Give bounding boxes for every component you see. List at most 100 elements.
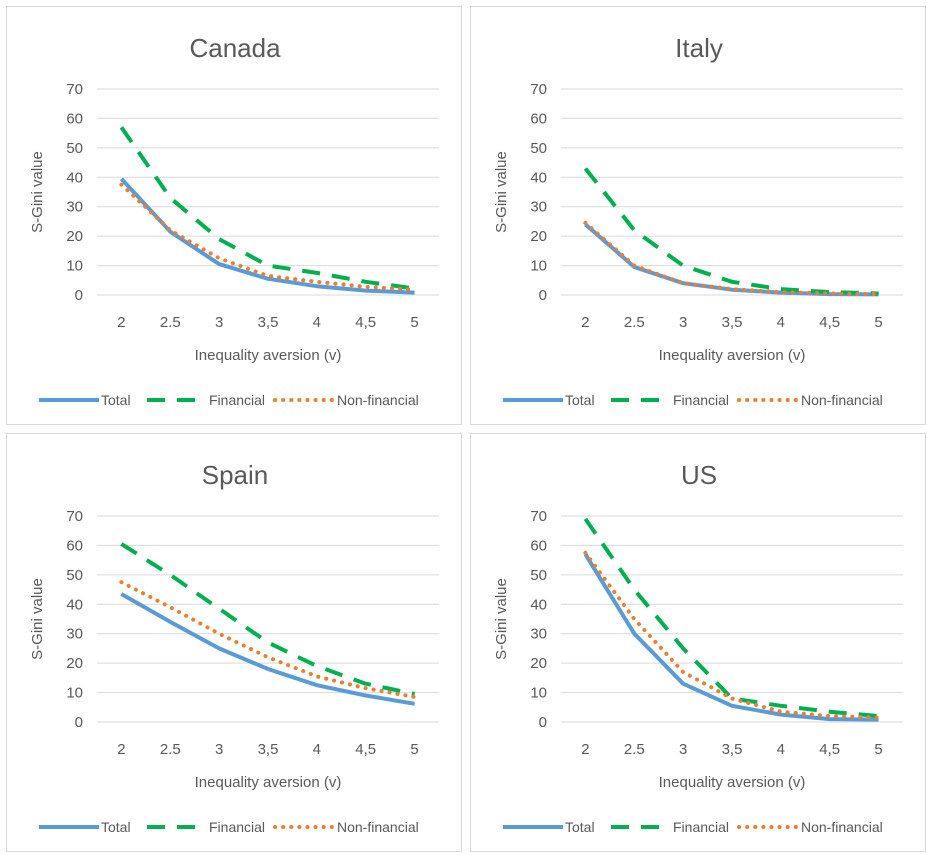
x-tick-label: 4,5 [819,741,840,758]
x-tick-label: 2.5 [160,314,181,331]
y-tick-label: 40 [530,169,547,186]
x-tick-label: 3,5 [258,741,279,758]
x-tick-label: 4,5 [355,314,376,331]
x-tick-label: 5 [410,741,418,758]
y-axis-title: S-Gini value [29,151,46,233]
y-tick-label: 50 [530,567,547,584]
y-tick-label: 40 [530,596,547,613]
x-tick-label: 2 [117,741,125,758]
x-tick-label: 2 [581,741,589,758]
x-tick-label: 3 [215,741,223,758]
x-tick-label: 2 [117,314,125,331]
series-line-financial [583,517,879,719]
y-tick-label: 10 [66,685,83,702]
y-tick-label: 50 [530,140,547,157]
x-tick-label: 5 [410,314,418,331]
series-line-non-financial [583,550,881,720]
legend-label-financial: Financial [673,819,729,835]
y-tick-label: 40 [66,596,83,613]
x-axis-title: Inequality aversion (v) [659,347,806,364]
y-tick-label: 30 [530,626,547,643]
y-tick-label: 20 [66,228,83,245]
chart-panel-canada: Canada 0 10 20 30 40 50 60 70 2 2.5 3 3,5 4 4,5 5 Inequa… [6,6,462,425]
x-tick-label: 4,5 [819,314,840,331]
y-tick-label: 70 [66,508,83,525]
x-tick-label: 4,5 [355,741,376,758]
series-line-non-financial [583,220,881,297]
x-tick-label: 4 [777,741,785,758]
chart-title: Canada [189,33,281,63]
legend-label-financial: Financial [673,392,729,408]
chart-title: Italy [675,33,723,63]
y-tick-label: 50 [66,140,83,157]
y-tick-label: 60 [530,110,547,127]
y-tick-label: 70 [530,81,547,98]
x-tick-label: 2 [581,314,589,331]
chart-title: Spain [202,460,269,490]
x-axis-title: Inequality aversion (v) [195,774,342,791]
y-tick-label: 60 [66,110,83,127]
series-line-financial [119,126,415,291]
y-tick-label: 10 [66,258,83,275]
x-tick-label: 3,5 [258,314,279,331]
legend-label-non-financial: Non-financial [337,819,419,835]
y-tick-label: 0 [539,714,547,731]
series-line-non-financial [119,182,417,292]
legend-label-non-financial: Non-financial [337,392,419,408]
series-line-non-financial [119,580,417,699]
y-tick-label: 30 [530,199,547,216]
y-tick-label: 30 [66,626,83,643]
legend-label-total: Total [101,819,131,835]
y-tick-label: 40 [66,169,83,186]
chart-us: US 0 10 20 30 40 50 60 70 2 2.5 3 3,5 4 4,5 5 Inequality… [493,460,903,835]
y-tick-label: 20 [530,228,547,245]
legend-label-financial: Financial [209,819,265,835]
y-tick-label: 70 [530,508,547,525]
x-tick-label: 5 [874,314,882,331]
x-tick-label: 4 [313,314,321,331]
x-tick-label: 3 [679,741,687,758]
y-tick-label: 0 [539,287,547,304]
y-axis-title: S-Gini value [493,151,510,233]
legend-label-total: Total [101,392,131,408]
x-tick-label: 2.5 [624,314,645,331]
legend-label-non-financial: Non-financial [801,819,883,835]
chart-panel-us: US 0 10 20 30 40 50 60 70 2 2.5 3 3,5 4 4,5 5 Inequality… [470,433,926,852]
x-tick-label: 3,5 [722,314,743,331]
y-tick-label: 60 [66,537,83,554]
chart-spain: Spain 0 10 20 30 40 50 60 70 2 2.5 3 3,5 4 4,5 5 Inequal… [29,460,439,835]
legend-label-financial: Financial [209,392,265,408]
x-tick-label: 3 [679,314,687,331]
y-tick-label: 10 [530,258,547,275]
x-axis-title: Inequality aversion (v) [659,774,806,791]
x-tick-label: 2.5 [624,741,645,758]
y-tick-label: 50 [66,567,83,584]
chart-italy: Italy 0 10 20 30 40 50 60 70 2 2.5 3 3,5 4 4,5 5 Inequal… [493,33,903,408]
chart-panel-italy: Italy 0 10 20 30 40 50 60 70 2 2.5 3 3,5 4 4,5 5 Inequal… [470,6,926,425]
y-tick-label: 70 [66,81,83,98]
x-tick-label: 4 [313,741,321,758]
series-line-financial [583,167,879,296]
y-tick-label: 30 [66,199,83,216]
y-tick-label: 0 [75,287,83,304]
chart-canada: Canada 0 10 20 30 40 50 60 70 2 2.5 3 3,5 4 4,5 5 Inequa… [29,33,439,408]
y-tick-label: 10 [530,685,547,702]
series-line-total [119,177,415,295]
y-tick-label: 20 [66,655,83,672]
y-tick-label: 0 [75,714,83,731]
series-line-financial [120,542,416,696]
x-tick-label: 3 [215,314,223,331]
legend-label-total: Total [565,819,595,835]
series-line-total [120,592,415,706]
legend-label-non-financial: Non-financial [801,392,883,408]
chart-title: US [681,460,717,490]
y-axis-title: S-Gini value [493,578,510,660]
series-line-total [583,553,879,722]
x-axis-title: Inequality aversion (v) [195,347,342,364]
x-tick-label: 2.5 [160,741,181,758]
y-tick-label: 20 [530,655,547,672]
legend-label-total: Total [565,392,595,408]
x-tick-label: 5 [874,741,882,758]
y-axis-title: S-Gini value [29,578,46,660]
x-tick-label: 4 [777,314,785,331]
